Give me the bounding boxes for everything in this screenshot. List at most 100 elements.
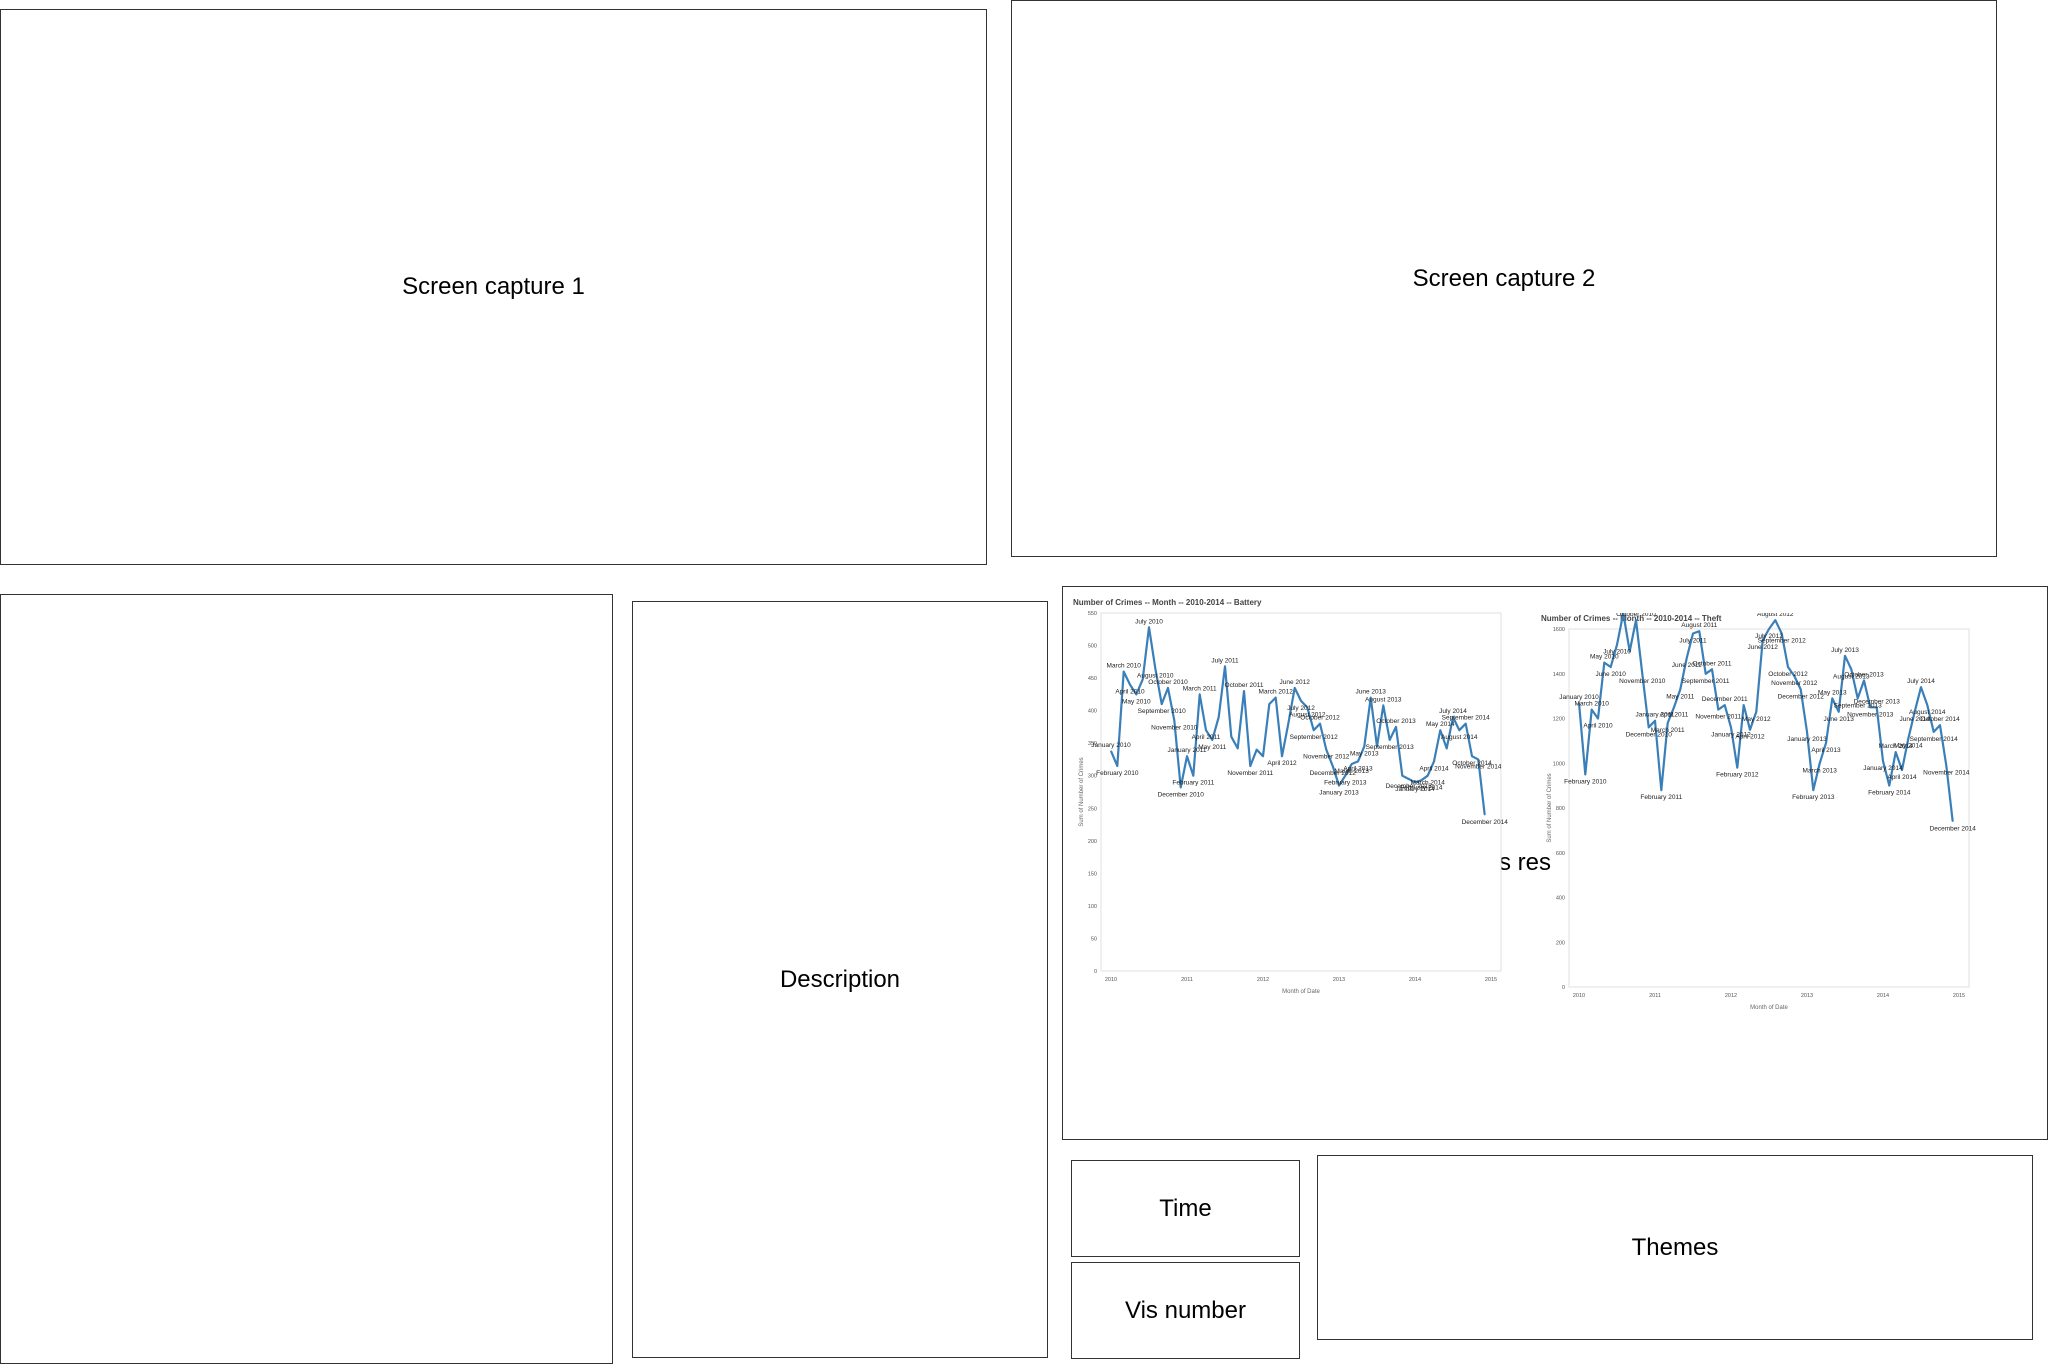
data-label: August 2014 [1909, 709, 1946, 716]
y-tick-label: 300 [1088, 774, 1097, 780]
data-point [1952, 820, 1954, 822]
data-label: April 2011 [1660, 711, 1689, 718]
data-point [1591, 709, 1593, 711]
data-point [1895, 751, 1897, 753]
data-label: November 2014 [1923, 770, 1970, 777]
data-label: July 2010 [1135, 618, 1163, 625]
data-label: December 2013 [1386, 783, 1433, 790]
data-point [1344, 775, 1346, 777]
data-label: August 2012 [1757, 613, 1794, 618]
data-point [1863, 679, 1865, 682]
data-label: April 2011 [1192, 734, 1221, 741]
data-point [1452, 716, 1454, 718]
data-point [1116, 765, 1118, 767]
data-point [1831, 697, 1833, 699]
data-point [1736, 767, 1738, 769]
data-point [1654, 720, 1656, 722]
data-label: September 2014 [1442, 715, 1490, 722]
data-label: June 2010 [1596, 671, 1627, 678]
data-label: February 2010 [1564, 778, 1607, 785]
data-label: October 2010 [1616, 613, 1656, 618]
y-tick-label: 1600 [1553, 627, 1565, 633]
data-label: September 2012 [1290, 734, 1338, 741]
data-label: April 2013 [1811, 747, 1841, 754]
data-point [1762, 639, 1764, 641]
y-tick-label: 200 [1088, 839, 1097, 845]
data-point [1123, 671, 1125, 673]
data-point [1812, 789, 1814, 791]
chart-title: Number of Crimes -- Month -- 2010-2014 -… [1073, 598, 1262, 607]
vis-number-label: Vis number [1125, 1296, 1246, 1324]
data-point [1673, 706, 1675, 708]
description-label: Description [779, 965, 901, 993]
vis-number-panel: Vis number [1071, 1262, 1300, 1359]
data-label: December 2010 [1158, 791, 1205, 798]
y-tick-label: 100 [1088, 904, 1097, 910]
y-tick-label: 550 [1088, 611, 1097, 617]
data-point [1224, 665, 1226, 667]
x-tick-label: 2010 [1105, 977, 1117, 983]
data-label: April 2014 [1419, 765, 1449, 772]
data-label: October 2011 [1693, 660, 1732, 667]
data-point [1420, 779, 1422, 781]
data-label: June 2013 [1356, 689, 1387, 696]
x-tick-label: 2013 [1333, 977, 1345, 983]
data-point [1268, 703, 1270, 705]
series-line [1577, 613, 1954, 822]
y-tick-label: 1400 [1553, 672, 1565, 678]
data-label: October 2013 [1376, 718, 1416, 725]
data-label: July 2012 [1287, 705, 1315, 712]
data-point [1129, 684, 1131, 686]
data-point [1876, 706, 1878, 708]
data-point [1237, 747, 1239, 749]
data-point [1584, 773, 1586, 775]
data-label: May 2014 [1894, 743, 1923, 750]
data-label: April 2012 [1267, 760, 1297, 767]
data-label: February 2011 [1640, 794, 1682, 801]
data-label: September 2010 [1138, 708, 1186, 715]
data-point [1287, 723, 1289, 725]
data-label: July 2014 [1439, 708, 1467, 715]
data-label: September 2013 [1366, 744, 1414, 751]
data-point [1648, 726, 1650, 728]
data-label: December 2010 [1626, 731, 1673, 738]
y-tick-label: 0 [1094, 969, 1097, 975]
data-label: March 2013 [1335, 768, 1370, 775]
data-point [1199, 693, 1201, 695]
y-tick-label: 50 [1091, 936, 1097, 942]
time-label: Time [1159, 1194, 1212, 1222]
data-point [1262, 755, 1264, 757]
data-point [1610, 666, 1612, 668]
data-point [1154, 667, 1156, 669]
data-point [1635, 619, 1637, 621]
data-point [1926, 704, 1928, 706]
data-point [1692, 632, 1694, 635]
data-point [1192, 775, 1194, 777]
data-point [1148, 626, 1150, 628]
y-tick-label: 600 [1556, 851, 1565, 857]
data-label: March 2011 [1651, 727, 1685, 734]
time-panel: Time [1071, 1160, 1300, 1257]
y-tick-label: 1000 [1553, 761, 1565, 767]
data-point [1667, 722, 1669, 724]
data-label: August 2012 [1289, 711, 1326, 718]
data-point [1857, 697, 1859, 699]
data-label: January 2010 [1091, 742, 1131, 749]
data-label: January 2014 [1863, 765, 1903, 772]
data-label: March 2013 [1803, 767, 1838, 774]
data-label: May 2011 [1666, 693, 1694, 700]
y-axis-label: Sum of Number of Crimes [1547, 773, 1553, 842]
data-point [1230, 736, 1232, 738]
left-empty-panel [0, 594, 613, 1364]
data-label: November 2011 [1695, 714, 1741, 721]
data-label: February 2013 [1792, 794, 1835, 801]
y-tick-label: 450 [1088, 676, 1097, 682]
data-label: April 2010 [1583, 723, 1613, 730]
data-label: September 2012 [1758, 638, 1806, 645]
data-point [1939, 724, 1941, 726]
data-point [1249, 765, 1251, 767]
chart-title: Number of Crimes -- Month -- 2010-2014 -… [1541, 614, 1722, 623]
data-point [1471, 755, 1473, 757]
data-point [1401, 775, 1403, 777]
data-label: January 2014 [1395, 786, 1435, 793]
